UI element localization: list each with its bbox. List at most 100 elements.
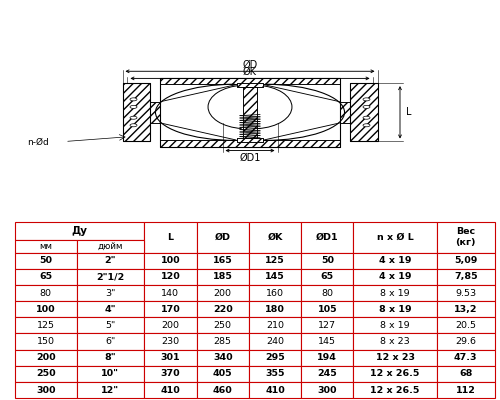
Bar [15,301,76,317]
Text: 8 x 19: 8 x 19 [380,321,410,330]
Bar [243,87,257,138]
Bar [76,366,144,382]
Bar [196,350,249,366]
Bar [354,222,436,252]
Bar [301,350,354,366]
Text: 370: 370 [160,370,180,378]
Bar [301,301,354,317]
Text: ØD1: ØD1 [240,153,260,163]
Bar [301,252,354,269]
Bar [249,222,301,252]
Bar [354,301,436,317]
Bar [196,222,249,252]
Text: 301: 301 [160,353,180,362]
Bar [15,285,76,301]
Bar [354,269,436,285]
Bar [301,382,354,398]
Bar [436,301,495,317]
Bar [76,269,144,285]
Text: 340: 340 [213,353,233,362]
Text: 355: 355 [265,370,285,378]
Text: 185: 185 [213,272,233,281]
Text: 8 x 23: 8 x 23 [380,337,410,346]
Bar [160,78,340,84]
Text: 80: 80 [322,288,334,298]
Text: 295: 295 [265,353,285,362]
Bar [350,83,378,142]
Text: 20.5: 20.5 [456,321,476,330]
Circle shape [130,106,137,108]
Text: 80: 80 [40,288,52,298]
Bar [196,301,249,317]
Text: 4 x 19: 4 x 19 [379,272,411,281]
Text: 10": 10" [102,370,119,378]
Bar [249,334,301,350]
Text: 4 x 19: 4 x 19 [379,256,411,265]
Text: 165: 165 [213,256,233,265]
Text: 65: 65 [39,272,52,281]
Text: 8 x 19: 8 x 19 [380,288,410,298]
Text: L: L [168,233,173,242]
Text: 12 x 23: 12 x 23 [376,353,414,362]
Text: 220: 220 [213,305,233,314]
Bar [436,382,495,398]
Bar [436,366,495,382]
Bar [144,285,197,301]
Bar [249,317,301,334]
Bar [15,269,76,285]
Bar [249,382,301,398]
Bar [196,382,249,398]
Bar [238,83,262,87]
Circle shape [130,98,137,101]
Text: 29.6: 29.6 [456,337,476,346]
Text: 12 x 26.5: 12 x 26.5 [370,370,420,378]
Text: 405: 405 [213,370,233,378]
Bar [301,334,354,350]
Text: 250: 250 [36,370,56,378]
Text: 7,85: 7,85 [454,272,477,281]
Bar [122,83,150,142]
Text: 3": 3" [105,288,116,298]
Bar [144,366,197,382]
Text: 5,09: 5,09 [454,256,477,265]
Text: ØD: ØD [214,233,230,242]
Bar [436,350,495,366]
Text: 125: 125 [265,256,285,265]
Bar [144,382,197,398]
Bar [238,138,262,142]
Bar [160,140,340,147]
Bar [354,317,436,334]
Bar [150,102,160,123]
Bar [249,301,301,317]
Bar [196,366,249,382]
Text: n x Ø L: n x Ø L [376,233,414,242]
Bar [76,382,144,398]
Bar [196,334,249,350]
Bar [196,269,249,285]
Bar [144,252,197,269]
Bar [354,285,436,301]
Bar [144,334,197,350]
Bar [15,350,76,366]
Bar [436,269,495,285]
Text: 68: 68 [459,370,472,378]
Bar [436,334,495,350]
Text: 460: 460 [213,386,233,394]
Text: ØD1: ØD1 [316,233,338,242]
Text: ØD: ØD [242,60,258,70]
Bar [238,138,262,142]
Bar [76,240,144,252]
Text: 8": 8" [104,353,116,362]
Text: 47.3: 47.3 [454,353,477,362]
Text: 12": 12" [102,386,119,394]
Bar [15,366,76,382]
Text: 4": 4" [104,305,116,314]
Bar [354,366,436,382]
Text: 125: 125 [37,321,55,330]
Circle shape [363,98,370,101]
Text: 145: 145 [265,272,285,281]
Text: 160: 160 [266,288,284,298]
Bar [150,102,160,123]
Text: дюйм: дюйм [98,242,123,251]
Bar [249,269,301,285]
